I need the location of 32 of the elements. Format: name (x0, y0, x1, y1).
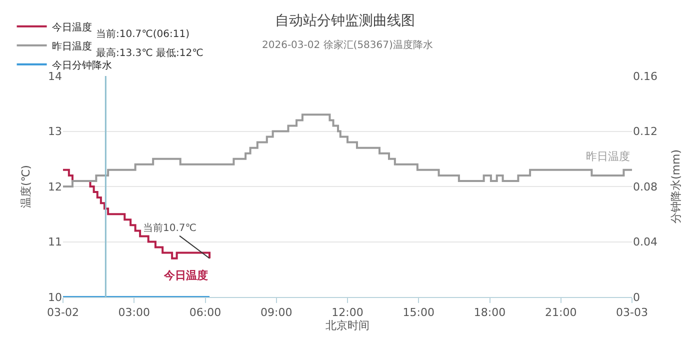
x-tick-label: 03-03 (616, 306, 648, 320)
chart-title: 自动站分钟监测曲线图 (275, 13, 415, 30)
annotation: 今日温度 (163, 269, 208, 282)
text: 最高:13.3℃ 最低:12℃ (96, 47, 204, 59)
x-tick-label: 18:00 (474, 306, 506, 320)
y2-tick-label: 0 (633, 290, 640, 304)
x-axis-title: 北京时间 (326, 319, 370, 332)
x-tick-label: 03-02 (47, 306, 79, 320)
y2-tick-label: 0.08 (633, 180, 658, 194)
x-tick-label: 06:00 (189, 306, 222, 320)
x-tick-label: 12:00 (332, 306, 364, 320)
y2-tick-label: 0.12 (633, 125, 658, 138)
x-tick-label: 03:00 (118, 306, 150, 320)
annotation: 昨日温度 (586, 150, 630, 163)
y-tick-label: 10 (48, 290, 62, 304)
y2-axis-title: 分钟降水(mm) (670, 149, 683, 224)
legend-label: 今日温度 (52, 21, 92, 34)
chart-subtitle: 2026-03-02 徐家汇(58367)温度降水 (262, 39, 433, 51)
y-tick-label: 11 (48, 236, 62, 249)
y-tick-label: 13 (48, 125, 62, 138)
annotation: 当前10.7℃ (143, 222, 196, 234)
x-tick-label: 15:00 (402, 306, 434, 320)
y-axis-title: 温度(℃) (20, 165, 33, 208)
legend-label: 今日分钟降水 (52, 59, 112, 72)
text: 当前:10.7℃(06:11) (96, 28, 190, 40)
y2-tick-label: 0.16 (633, 70, 658, 83)
y2-tick-label: 0.04 (633, 236, 658, 249)
x-tick-label: 09:00 (260, 306, 292, 320)
x-tick-label: 21:00 (545, 306, 577, 320)
y-tick-label: 12 (48, 180, 62, 194)
y-tick-label: 14 (48, 70, 62, 83)
legend-label: 昨日温度 (52, 40, 92, 52)
